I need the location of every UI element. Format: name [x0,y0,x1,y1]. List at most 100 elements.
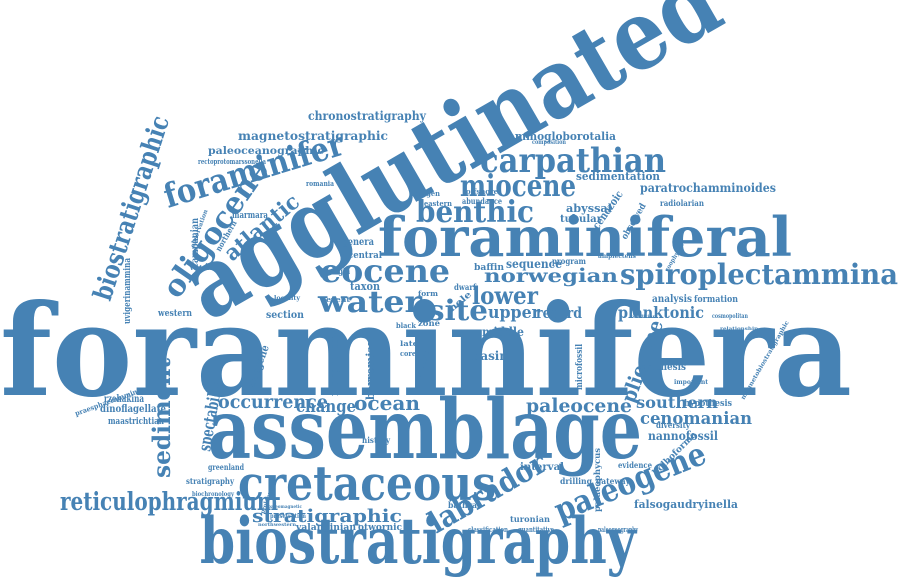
cloud-word: program [552,256,586,266]
cloud-word: offshore [466,187,499,196]
cloud-word: chronostratigraphy [308,109,427,123]
cloud-word: radiolarian [660,198,704,208]
cloud-word: record [536,304,582,322]
cloud-word: sediment [147,358,176,478]
cloud-word: change [296,397,356,417]
cloud-word: condition [630,314,656,320]
cloud-word: benthic [416,195,534,230]
cloud-word: ammogloborotalia [508,130,616,143]
cloud-word: western [157,309,192,319]
cloud-word: hypothesis [684,399,732,409]
cloud-word: stratigraphy [186,476,234,486]
cloud-word: evidence [618,460,652,470]
cloud-word: analysis [652,294,692,305]
cloud-word: drilling [560,476,592,486]
cloud-word: preservation [270,513,307,520]
cloud-word: formation [694,295,738,305]
cloud-word: basin [472,349,508,363]
cloud-word: composition [532,139,567,146]
cloud-word: oxygen [414,189,440,198]
cloud-word: middle [482,325,524,339]
cloud-word: baffin [474,263,504,273]
cloud-word: rectoprotomarssonella [198,157,266,166]
cloud-word: miocene [460,169,576,204]
cloud-word: tubular [560,214,603,225]
cloud-word: diversity [656,420,690,430]
cloud-word: foraminifera [0,277,852,425]
cloud-word: reticulophragmium [60,487,278,516]
cloud-word: rzehakina [104,394,144,405]
cloud-word: cosmopolitan [712,313,748,320]
cloud-word: magnetostratigraphic [238,129,388,143]
cloud-word: black [396,321,416,330]
cloud-word: stratigraphic [252,506,402,527]
cloud-word: paleoceanographic [208,146,324,157]
cloud-word: gateway [596,476,630,486]
cloud-word: lower [472,281,538,310]
cloud-word: foraminiferal [378,205,792,269]
cloud-word: spiroplectammina [620,258,898,291]
cloud-word: uvigerinammina [123,258,133,324]
cloud-word: biochronology [192,491,234,498]
cloud-word: barremian [364,338,377,400]
cloud-word: valanginian [295,523,356,533]
cloud-word: bathyal [448,500,480,510]
cloud-word: upper [488,303,541,323]
cloud-word: sedimentation [576,170,660,183]
cloud-word: morphology [328,331,341,396]
cloud-word: venezuela [189,265,224,272]
cloud-word: eastern [424,199,452,208]
cloud-word: greenland [208,462,244,472]
cloud-word: abyssal [566,202,612,215]
cloud-word: sequence [506,257,562,271]
cloud-word: site [428,294,488,327]
cloud-word: central [348,251,383,261]
cloud-word: important [674,379,708,386]
cloud-word: relationship [720,326,759,332]
cloud-word: margin [324,266,350,276]
cloud-word: classification [468,525,508,534]
cloud-word: paleogeography [598,525,639,534]
cloud-word: eocene [320,252,450,290]
cloud-word: synthesis [640,362,686,373]
cloud-word: planktonic [618,303,704,322]
cloud-word: falsogaudryinella [634,498,738,511]
cloud-word: amplectens [598,253,637,260]
cloud-word: assemblage [208,382,642,478]
cloud-word: norwegian [484,265,618,287]
cloud-word: cenomanian [640,409,752,429]
cloud-word: genera [342,237,374,248]
cloud-word: history [362,435,390,445]
cloud-word: ocean [354,391,420,415]
cloud-word: taxon [350,280,380,293]
cloud-word: event [326,295,351,304]
cloud-word: occurrence [218,391,328,413]
cloud-word: dinoflagellate [100,404,166,415]
cloud-word: interval [520,462,564,473]
cloud-word: locality [274,295,301,302]
cloud-word: palaeophycus [592,447,602,512]
cloud-word: paratrochamminoides [640,181,776,195]
cloud-word: form [418,289,439,298]
cloud-word: southern [636,393,718,412]
cloud-word: dwarf [454,282,476,292]
cloud-word: abundance [462,196,502,206]
cloud-word: quantitative [518,525,554,534]
cloud-word: maastrichtian [108,417,164,427]
cloud-word: nannofossil [648,429,718,443]
cloud-word: core [400,349,417,358]
cloud-word: paleocene [526,395,632,417]
cloud-word: turonian [510,514,550,524]
cloud-word: cretaceous [238,456,496,512]
cloud-word: northwestern [258,522,296,528]
cloud-word: section [266,310,305,321]
cloud-word: zone [418,318,440,328]
cloud-word: microfossil [575,344,585,390]
cloud-word: romania [306,179,334,188]
cloud-word: otwornic [358,523,403,533]
cloud-word: marmara [232,211,268,221]
cloud-word: campanian [190,217,201,268]
